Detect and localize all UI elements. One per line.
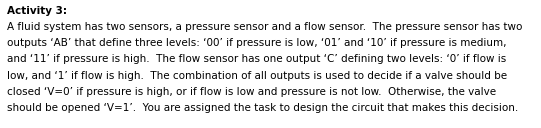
Text: low, and ‘1’ if flow is high.  The combination of all outputs is used to decide : low, and ‘1’ if flow is high. The combin… [7,71,507,81]
Text: Activity 3:: Activity 3: [7,6,67,16]
Text: and ‘11’ if pressure is high.  The flow sensor has one output ‘C’ defining two l: and ‘11’ if pressure is high. The flow s… [7,54,506,64]
Text: should be opened ‘V=1’.  You are assigned the task to design the circuit that ma: should be opened ‘V=1’. You are assigned… [7,103,518,113]
Text: A fluid system has two sensors, a pressure sensor and a flow sensor.  The pressu: A fluid system has two sensors, a pressu… [7,22,523,32]
Text: closed ‘V=0’ if pressure is high, or if flow is low and pressure is not low.  Ot: closed ‘V=0’ if pressure is high, or if … [7,87,496,97]
Text: outputs ‘AB’ that define three levels: ‘00’ if pressure is low, ‘01’ and ‘10’ if: outputs ‘AB’ that define three levels: ‘… [7,38,506,48]
